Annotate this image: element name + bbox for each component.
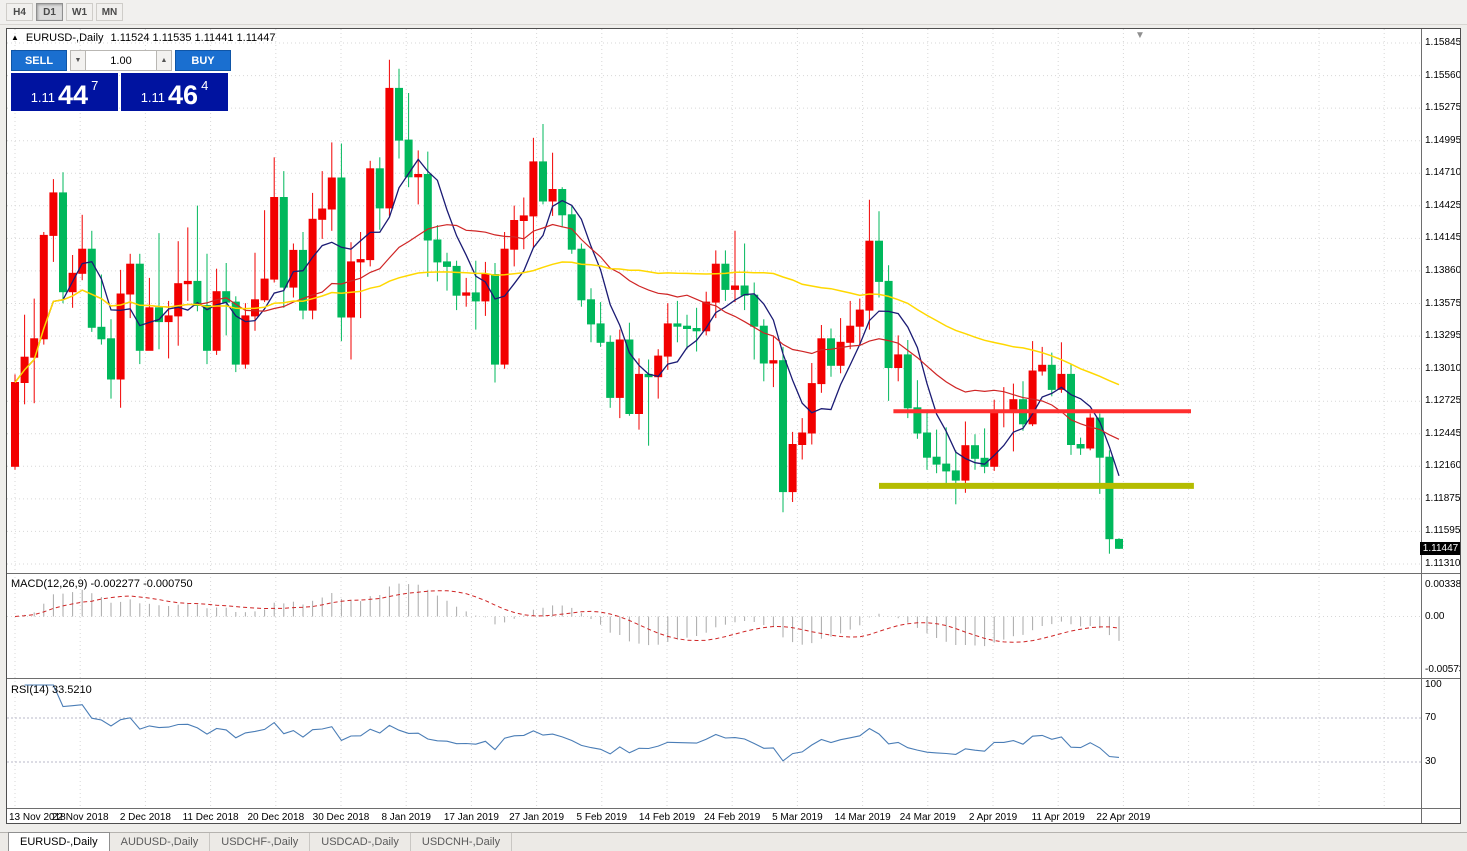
price-chart-canvas[interactable] — [7, 29, 1460, 823]
price-axis-label: 1.13575 — [1425, 297, 1461, 309]
price-axis-label: 1.14425 — [1425, 199, 1461, 211]
current-price-tag: 1.11447 — [1420, 542, 1460, 556]
price-axis-label: 1.11310 — [1425, 558, 1461, 569]
chart-window: ▲ EURUSD-,Daily 1.11524 1.11535 1.11441 … — [6, 28, 1461, 824]
sell-price-prefix: 1.11 — [30, 90, 56, 105]
chart-collapse-icon: ▲ — [11, 33, 19, 42]
buy-button[interactable]: BUY — [175, 50, 231, 71]
buy-price-prefix: 1.11 — [140, 90, 166, 105]
price-axis-label: 1.15560 — [1425, 69, 1461, 81]
date-axis-label: 2 Dec 2018 — [119, 812, 171, 823]
timeframe-w1-button[interactable]: W1 — [66, 3, 93, 21]
symbol-tabbar: EURUSD-,Daily AUDUSD-,Daily USDCHF-,Dail… — [0, 832, 1467, 851]
macd-axis-min: -0.005737 — [1425, 663, 1460, 675]
chart-title: EURUSD-,Daily — [25, 32, 104, 44]
date-axis-label: 17 Jan 2019 — [443, 812, 499, 823]
sell-price-pip: 7 — [91, 78, 99, 93]
date-axis-label: 24 Feb 2019 — [704, 812, 761, 823]
sell-price-panel[interactable]: 1.11 44 7 — [11, 73, 118, 111]
chart-ohlc-values: 1.11524 1.11535 1.11441 1.11447 — [110, 32, 276, 44]
price-axis-label: 1.15275 — [1425, 102, 1461, 114]
chart-shift-marker-icon[interactable]: ▼ — [1135, 30, 1145, 41]
chevron-down-icon: ▼ — [74, 57, 82, 64]
sell-button[interactable]: SELL — [11, 50, 67, 71]
date-axis-label: 27 Jan 2019 — [509, 812, 565, 823]
tab-eurusd-daily[interactable]: EURUSD-,Daily — [8, 832, 110, 851]
volume-increase-button[interactable]: ▲ — [156, 50, 172, 71]
timeframe-h4-button[interactable]: H4 — [6, 3, 33, 21]
rsi-axis-label: 70 — [1425, 712, 1437, 723]
tab-audusd-daily[interactable]: AUDUSD-,Daily — [110, 833, 211, 851]
sell-price-big: 44 — [58, 80, 89, 111]
price-axis-label: 1.13860 — [1425, 264, 1461, 276]
date-axis-label: 2 Apr 2019 — [968, 812, 1018, 823]
chevron-up-icon: ▲ — [160, 57, 168, 64]
date-axis-label: 11 Dec 2018 — [182, 812, 239, 823]
date-axis-label: 20 Dec 2018 — [247, 812, 305, 823]
price-axis-label: 1.14710 — [1425, 167, 1461, 179]
volume-decrease-button[interactable]: ▼ — [70, 50, 86, 71]
timeframe-d1-button[interactable]: D1 — [36, 3, 63, 21]
timeframe-mn-button[interactable]: MN — [96, 3, 123, 21]
price-axis-label: 1.13010 — [1425, 362, 1461, 374]
date-axis-label: 8 Jan 2019 — [381, 812, 431, 823]
tab-usdcnh-daily[interactable]: USDCNH-,Daily — [411, 833, 513, 851]
date-axis-label: 14 Feb 2019 — [638, 812, 696, 823]
date-axis-label: 5 Feb 2019 — [576, 812, 628, 823]
tab-usdchf-daily[interactable]: USDCHF-,Daily — [210, 833, 311, 851]
timeframe-toolbar: H4 D1 W1 MN — [0, 0, 1467, 25]
price-axis-label: 1.13295 — [1425, 330, 1461, 342]
price-axis-label: 1.11875 — [1425, 492, 1461, 504]
one-click-trading-panel: SELL ▼ ▲ BUY 1.11 44 7 1.11 46 4 — [11, 50, 231, 111]
price-axis-label: 1.12445 — [1425, 427, 1461, 439]
date-axis-label: 14 Mar 2019 — [834, 812, 891, 823]
price-axis-label: 1.12160 — [1425, 460, 1461, 472]
date-axis-label: 22 Nov 2018 — [51, 812, 109, 823]
date-axis-label: 5 Mar 2019 — [772, 812, 823, 823]
macd-axis-zero: 0.00 — [1425, 610, 1445, 622]
buy-price-big: 46 — [168, 80, 199, 111]
date-axis-label: 24 Mar 2019 — [899, 812, 956, 823]
volume-input[interactable] — [86, 50, 156, 71]
macd-indicator-label: MACD(12,26,9) -0.002277 -0.000750 — [11, 578, 193, 590]
buy-price-pip: 4 — [201, 78, 209, 93]
tab-usdcad-daily[interactable]: USDCAD-,Daily — [310, 833, 411, 851]
price-axis-label: 1.14995 — [1425, 134, 1461, 146]
date-axis-label: 30 Dec 2018 — [312, 812, 370, 823]
price-axis-label: 1.12725 — [1425, 395, 1461, 407]
macd-axis-max: 0.003386 — [1425, 578, 1461, 590]
rsi-axis-label: 30 — [1425, 756, 1437, 767]
buy-price-panel[interactable]: 1.11 46 4 — [121, 73, 228, 111]
price-axis-label: 1.15845 — [1425, 37, 1461, 48]
date-axis-label: 13 Nov 2018 — [9, 812, 66, 823]
date-axis-label: 22 Apr 2019 — [1096, 812, 1151, 823]
rsi-indicator-label: RSI(14) 33.5210 — [11, 684, 92, 696]
chart-ohlc-header: ▲ EURUSD-,Daily 1.11524 1.11535 1.11441 … — [11, 32, 276, 44]
price-axis-label: 1.11595 — [1425, 525, 1461, 537]
price-axis-label: 1.14145 — [1425, 232, 1461, 244]
date-axis-label: 11 Apr 2019 — [1031, 812, 1085, 823]
rsi-axis-label: 100 — [1425, 679, 1442, 690]
